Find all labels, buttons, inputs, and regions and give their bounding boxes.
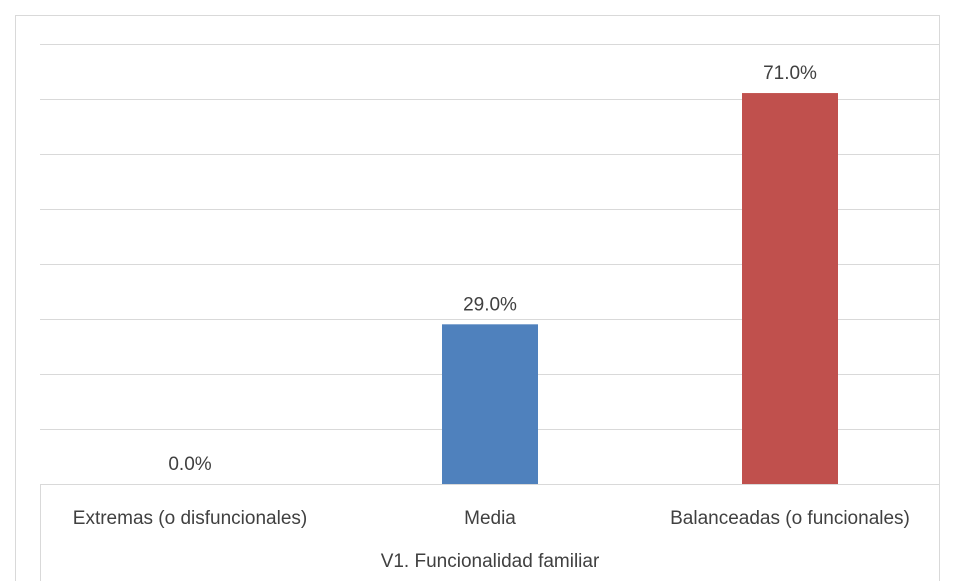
category-axis [40,484,940,581]
data-labels: 0.0% 29.0% 71.0% [168,63,817,475]
category-tick-label: Balanceadas (o funcionales) [670,508,910,529]
bar [442,324,538,484]
data-label: 29.0% [463,294,517,315]
category-tick-label: Media [464,508,516,529]
data-label: 0.0% [168,454,211,475]
chart-frame [15,15,940,581]
bar [742,93,838,485]
gridlines [40,44,940,430]
data-label: 71.0% [763,63,817,84]
category-tick-labels: Extremas (o disfuncionales) Media Balancea… [73,508,910,529]
category-group-label: V1. Funcionalidad familiar [381,551,600,572]
bars [442,93,838,485]
category-tick-label: Extremas (o disfuncionales) [73,508,307,529]
